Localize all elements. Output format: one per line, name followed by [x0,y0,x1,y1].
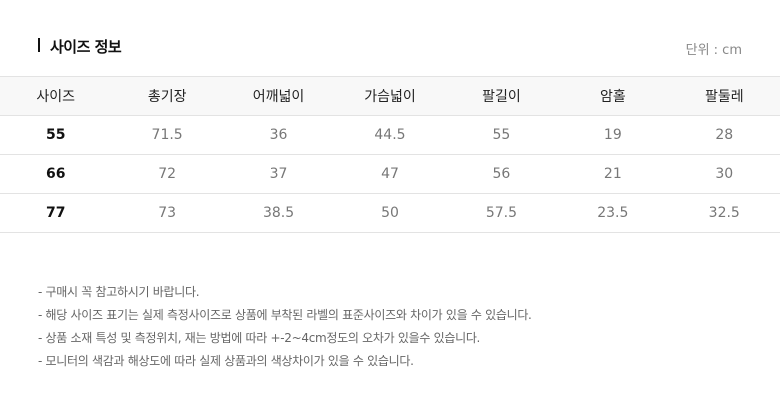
section-title: 사이즈 정보 [50,38,122,56]
column-header: 사이즈 [0,76,112,116]
note-item: - 해당 사이즈 표기는 실제 측정사이즈로 상품에 부착된 라벨의 표준사이즈… [38,308,532,322]
measure-cell: 44.5 [334,115,446,155]
size-cell: 77 [0,193,112,233]
column-header: 어깨넓이 [222,76,335,116]
measure-cell: 21 [557,154,669,194]
column-header: 총기장 [111,76,223,116]
column-header: 팔길이 [445,76,558,116]
measure-cell: 36 [222,115,335,155]
measure-cell: 38.5 [222,193,335,233]
measure-cell: 56 [445,154,558,194]
measure-cell: 37 [222,154,335,194]
measure-cell: 73 [111,193,223,233]
measure-cell: 50 [334,193,446,233]
measure-cell: 47 [334,154,446,194]
notes-list: - 구매시 꼭 참고하시기 바랍니다. - 해당 사이즈 표기는 실제 측정사이즈… [38,282,532,374]
note-item: - 구매시 꼭 참고하시기 바랍니다. [38,285,200,299]
size-cell: 66 [0,154,112,194]
table-row: 55 71.5 36 44.5 55 19 28 [0,115,780,155]
column-header: 가슴넓이 [334,76,446,116]
measure-cell: 23.5 [557,193,669,233]
unit-label: 단위 : cm [685,43,742,58]
table-header-row: 사이즈 총기장 어깨넓이 가슴넓이 팔길이 암홀 팔둘레 [0,76,780,116]
column-header: 팔둘레 [668,76,780,116]
note-item: - 상품 소재 특성 및 측정위치, 재는 방법에 따라 +-2~4cm정도의 … [38,331,481,345]
measure-cell: 28 [668,115,780,155]
measure-cell: 57.5 [445,193,558,233]
measure-cell: 72 [111,154,223,194]
measure-cell: 19 [557,115,669,155]
measure-cell: 32.5 [668,193,780,233]
size-cell: 55 [0,115,112,155]
title-marker [38,38,40,52]
table-row: 66 72 37 47 56 21 30 [0,154,780,194]
measure-cell: 71.5 [111,115,223,155]
size-table: 사이즈 총기장 어깨넓이 가슴넓이 팔길이 암홀 팔둘레 55 71.5 36 44.5 55 19 2… [0,76,780,233]
note-item: - 모니터의 색감과 해상도에 따라 실제 상품과의 색상차이가 있을 수 있습… [38,354,414,368]
table-row: 77 73 38.5 50 57.5 23.5 32.5 [0,193,780,233]
measure-cell: 55 [445,115,558,155]
measure-cell: 30 [668,154,780,194]
column-header: 암홀 [557,76,669,116]
